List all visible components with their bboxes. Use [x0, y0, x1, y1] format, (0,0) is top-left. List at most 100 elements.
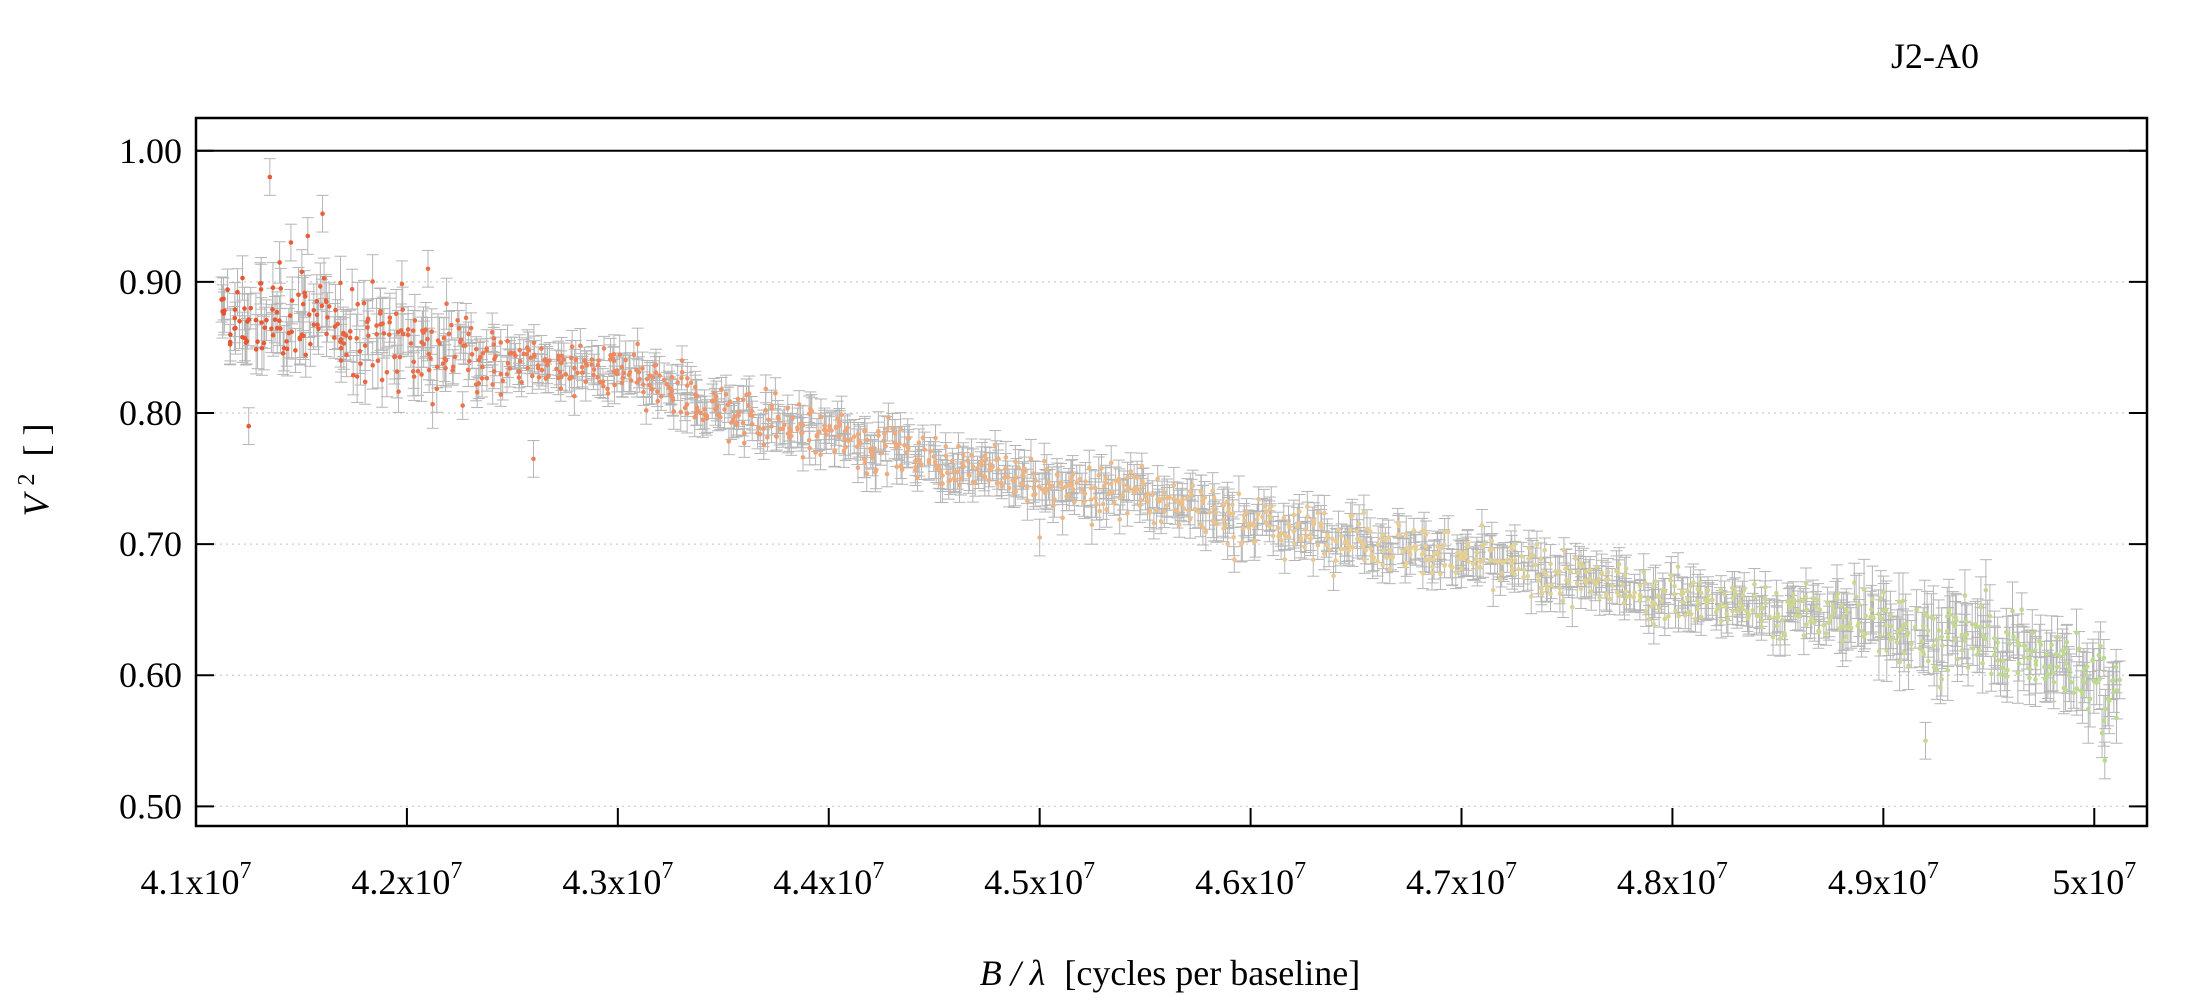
data-point — [331, 335, 337, 340]
data-point — [1089, 522, 1095, 528]
data-point — [816, 429, 822, 435]
data-point — [1046, 479, 1051, 485]
data-point — [856, 438, 862, 444]
data-point — [692, 384, 698, 390]
data-point — [505, 338, 510, 344]
data-point — [480, 364, 485, 370]
data-point — [584, 363, 590, 368]
data-point — [595, 362, 601, 368]
data-point — [960, 452, 966, 458]
data-point — [318, 284, 323, 289]
data-point — [277, 260, 282, 265]
data-point — [1032, 491, 1038, 497]
data-point — [246, 317, 252, 322]
data-point — [623, 357, 628, 363]
data-point — [1159, 496, 1165, 501]
data-point — [698, 410, 704, 416]
data-point — [959, 460, 965, 466]
data-point — [763, 386, 769, 392]
data-point — [955, 469, 960, 474]
data-point — [589, 357, 595, 362]
data-point — [306, 312, 312, 317]
data-point — [498, 392, 504, 397]
data-point — [675, 380, 680, 385]
data-point — [636, 370, 642, 375]
data-point — [1066, 493, 1072, 498]
data-point — [1103, 475, 1108, 481]
data-point — [579, 364, 585, 370]
data-point — [944, 470, 950, 476]
data-point — [1086, 465, 1092, 470]
data-point — [601, 346, 607, 351]
data-point — [319, 303, 325, 309]
data-point — [289, 298, 295, 303]
data-point — [726, 439, 732, 444]
data-point — [467, 358, 472, 364]
data-point — [278, 326, 283, 331]
data-point — [760, 426, 766, 432]
data-point — [990, 464, 995, 470]
data-point — [1108, 460, 1114, 466]
data-point — [1143, 494, 1148, 500]
data-point — [617, 352, 622, 358]
data-point — [655, 398, 661, 404]
data-point — [933, 435, 938, 441]
data-point — [972, 480, 978, 486]
data-point — [979, 458, 985, 464]
data-point — [362, 379, 368, 385]
data-point — [387, 319, 392, 325]
data-point — [269, 326, 274, 331]
data-point — [1018, 481, 1024, 486]
data-point — [558, 360, 564, 366]
data-point — [992, 443, 998, 448]
data-point — [1202, 495, 1208, 500]
data-point — [742, 431, 747, 436]
data-point — [1030, 471, 1036, 476]
data-point — [258, 287, 264, 292]
data-point — [242, 306, 247, 311]
data-point — [1070, 472, 1075, 477]
data-point — [270, 332, 276, 338]
data-point — [773, 434, 779, 439]
data-point — [814, 433, 820, 439]
data-point — [740, 420, 746, 426]
data-point — [435, 338, 441, 343]
data-point — [428, 356, 433, 361]
data-point — [904, 450, 910, 455]
data-point — [1162, 490, 1167, 495]
data-point — [411, 374, 417, 379]
data-point — [366, 333, 371, 339]
data-point — [995, 467, 1001, 472]
data-point — [872, 446, 877, 451]
data-point — [799, 430, 805, 435]
data-point — [652, 363, 657, 368]
data-point — [976, 472, 981, 477]
data-point — [1145, 491, 1151, 496]
data-point — [419, 372, 424, 377]
data-point — [679, 358, 685, 363]
data-point — [484, 375, 490, 381]
data-point — [851, 434, 857, 439]
data-point — [450, 364, 456, 370]
data-point — [894, 464, 900, 470]
data-point — [637, 376, 642, 382]
data-point — [460, 403, 465, 408]
data-point — [1100, 501, 1106, 507]
data-point — [426, 351, 432, 357]
data-point — [1134, 475, 1140, 481]
data-point — [1230, 502, 1235, 507]
data-point — [1031, 486, 1037, 491]
data-point — [469, 352, 475, 357]
data-point — [601, 383, 606, 389]
data-point — [1092, 485, 1098, 491]
data-point — [314, 312, 320, 318]
data-point — [861, 456, 867, 462]
data-point — [766, 417, 771, 423]
data-point — [845, 425, 850, 430]
data-point — [1052, 497, 1057, 502]
data-point — [569, 344, 575, 349]
data-point — [1151, 520, 1157, 526]
data-point — [780, 426, 786, 431]
data-point — [1088, 485, 1094, 491]
data-point — [473, 346, 479, 352]
